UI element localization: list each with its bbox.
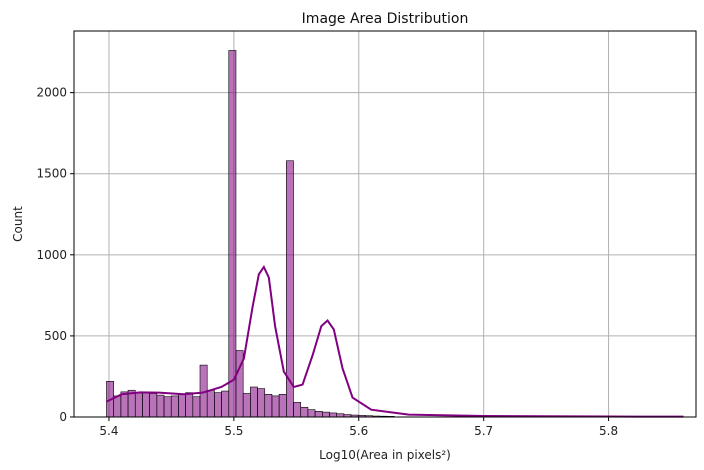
histogram-bar	[257, 388, 266, 418]
histogram-bar	[221, 390, 230, 418]
histogram-bar	[214, 392, 222, 418]
kde-curve	[106, 264, 684, 418]
x-axis-label: Log10(Area in pixels²)	[319, 448, 451, 462]
histogram-bar	[322, 411, 330, 418]
y-tick-label: 1000	[36, 248, 67, 262]
x-tick-label: 5.6	[349, 424, 368, 438]
histogram-bar	[228, 50, 237, 418]
x-tick-label: 5.4	[99, 424, 118, 438]
histogram-bar	[156, 394, 165, 418]
y-tick-label: 500	[44, 329, 67, 343]
histogram-bar	[300, 406, 309, 418]
histogram-bar	[120, 391, 129, 418]
histogram-bar	[170, 395, 179, 418]
histogram-bar	[163, 396, 172, 418]
y-axis-ticks: 0 500 1000 1500 2000	[36, 86, 74, 424]
histogram-bar	[250, 386, 258, 418]
x-axis-ticks: 5.4 5.5 5.6 5.7 5.8	[99, 417, 618, 438]
histogram-bar	[329, 412, 337, 418]
histogram-bar	[307, 409, 316, 418]
plot-frame	[73, 30, 697, 418]
histogram-bar	[149, 393, 158, 418]
histogram-bar	[113, 395, 122, 418]
histogram-bar	[142, 392, 150, 418]
histogram-bar	[271, 395, 280, 418]
y-tick-label: 0	[59, 410, 67, 424]
histogram-bar	[314, 411, 323, 418]
histogram-bar	[242, 393, 251, 418]
y-axis-label: Count	[11, 206, 25, 242]
histogram-bar	[278, 393, 287, 418]
y-tick-label: 1500	[36, 167, 67, 181]
x-tick-label: 5.8	[599, 424, 618, 438]
histogram-bar	[206, 389, 215, 418]
x-tick-label: 5.5	[224, 424, 243, 438]
chart-title: Image Area Distribution	[302, 11, 469, 27]
histogram-bar	[134, 392, 143, 418]
histogram-bar	[293, 402, 302, 418]
histogram-bar	[264, 393, 273, 418]
histogram-bar	[185, 392, 194, 418]
histogram-bar	[178, 393, 186, 418]
x-tick-label: 5.7	[474, 424, 493, 438]
y-tick-label: 2000	[36, 86, 67, 100]
histogram-bar	[192, 396, 201, 418]
